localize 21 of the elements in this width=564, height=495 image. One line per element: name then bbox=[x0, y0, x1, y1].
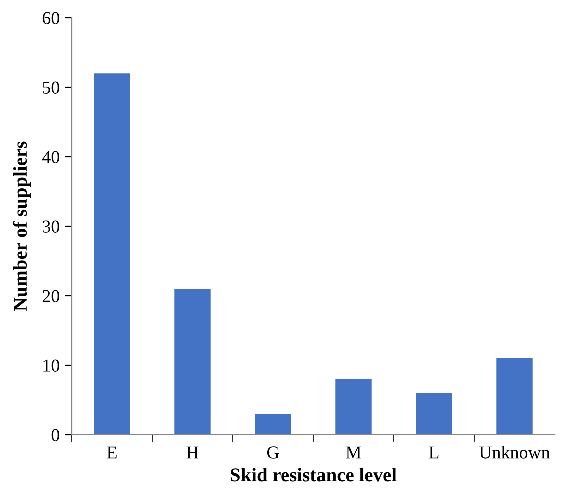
y-tick-label: 10 bbox=[44, 360, 60, 372]
y-tick-label: 60 bbox=[42, 12, 60, 24]
x-tick-label: L bbox=[429, 446, 439, 459]
bar bbox=[416, 393, 452, 435]
x-axis-title: Skid resistance level bbox=[230, 468, 397, 482]
y-axis-title: Number of suppliers bbox=[13, 142, 32, 312]
x-tick-label: M bbox=[346, 446, 362, 459]
bar bbox=[496, 358, 533, 435]
y-tick-label: 50 bbox=[43, 82, 60, 94]
y-tick-label: 0 bbox=[52, 429, 60, 442]
bar bbox=[94, 74, 130, 435]
y-tick-label: 20 bbox=[42, 290, 60, 302]
y-tick-label: 30 bbox=[43, 220, 60, 233]
x-tick-label: H bbox=[186, 446, 199, 459]
x-tick-label: E bbox=[107, 446, 117, 459]
x-tick-label: Unknown bbox=[480, 446, 550, 459]
bar bbox=[174, 289, 211, 435]
bar bbox=[336, 379, 372, 435]
bar bbox=[255, 414, 292, 435]
y-tick-label: 40 bbox=[42, 151, 60, 164]
x-tick-label: G bbox=[267, 446, 280, 459]
